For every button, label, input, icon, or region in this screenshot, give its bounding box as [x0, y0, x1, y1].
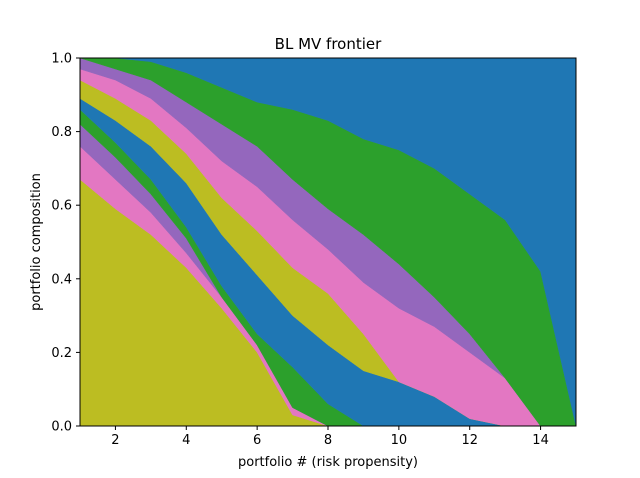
y-tick-label: 0.4	[51, 272, 72, 287]
y-axis-ticks: 0.0 0.2 0.4 0.6 0.8 1.0	[51, 52, 80, 435]
x-tick-label: 8	[324, 433, 332, 448]
x-tick-label: 4	[182, 433, 190, 448]
x-axis-label: portfolio # (risk propensity)	[238, 455, 418, 470]
y-tick-label: 0.0	[51, 420, 72, 435]
x-tick-label: 10	[391, 433, 408, 448]
x-tick-label: 14	[532, 433, 549, 448]
x-tick-label: 2	[111, 433, 119, 448]
x-tick-label: 12	[461, 433, 478, 448]
y-tick-label: 0.8	[51, 125, 72, 140]
y-tick-label: 0.2	[51, 346, 72, 361]
chart-title: BL MV frontier	[275, 35, 382, 53]
area-layers	[79, 57, 577, 427]
x-tick-label: 6	[253, 433, 261, 448]
y-tick-label: 0.6	[51, 199, 72, 214]
x-axis-ticks: 2 4 6 8 10 12 14	[111, 426, 549, 448]
y-axis-label: portfolio composition	[29, 173, 44, 311]
y-tick-label: 1.0	[51, 52, 72, 67]
